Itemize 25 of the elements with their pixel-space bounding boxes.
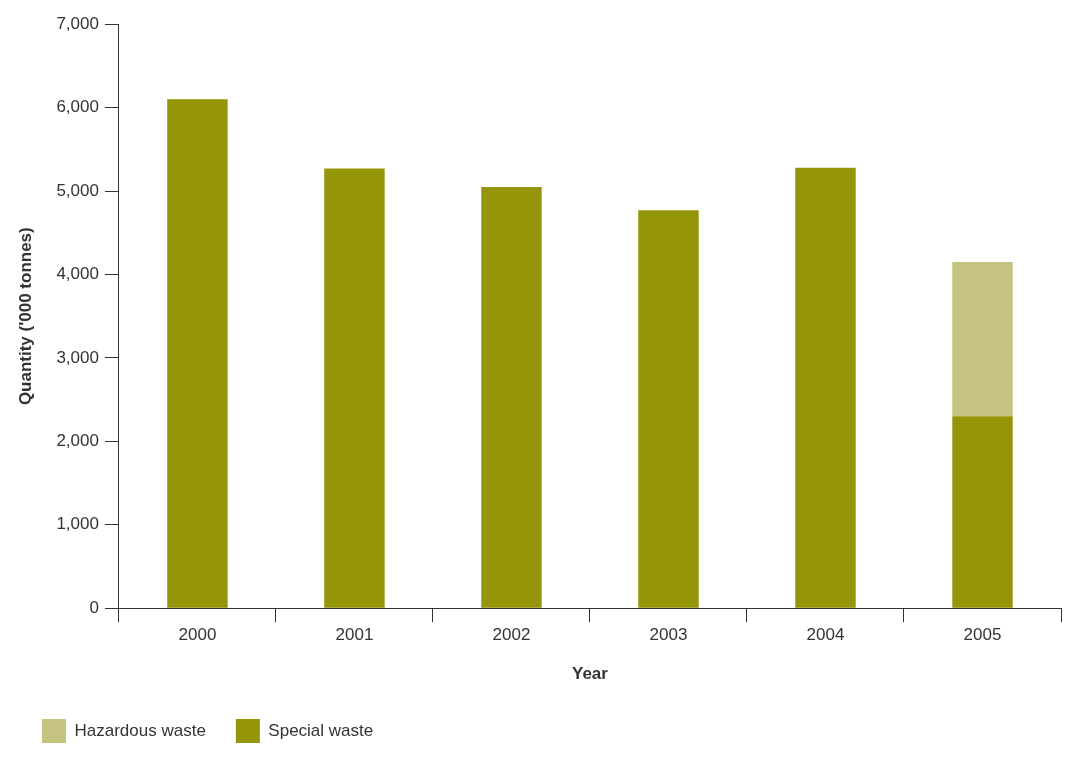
y-tick-label: 2,000: [56, 431, 99, 451]
bar: [952, 261, 1013, 417]
y-tick-label: 7,000: [56, 13, 99, 33]
legend-label: Special waste: [268, 720, 374, 740]
legend-label: Hazardous waste: [74, 720, 206, 740]
y-tick-label: 0: [89, 597, 99, 617]
bar: [481, 186, 542, 608]
x-tick-label: 2004: [806, 625, 845, 645]
x-tick-label: 2002: [492, 625, 531, 645]
bar: [324, 168, 385, 608]
y-axis-title: Quantity ('000 tonnes): [15, 227, 35, 406]
x-tick-label: 2001: [335, 625, 374, 645]
y-tick-label: 4,000: [56, 264, 99, 284]
bar: [952, 416, 1013, 608]
y-tick-label: 3,000: [56, 347, 99, 367]
x-tick-label: 2003: [649, 625, 688, 645]
y-tick-label: 5,000: [56, 180, 99, 200]
bar: [795, 167, 856, 608]
x-tick-label: 2005: [963, 625, 1002, 645]
x-axis-title: Year: [572, 664, 609, 684]
bar: [167, 99, 228, 608]
y-tick-label: 1,000: [56, 514, 99, 534]
bar: [638, 210, 699, 608]
x-tick-label: 2000: [178, 625, 217, 645]
y-tick-label: 6,000: [56, 97, 99, 117]
